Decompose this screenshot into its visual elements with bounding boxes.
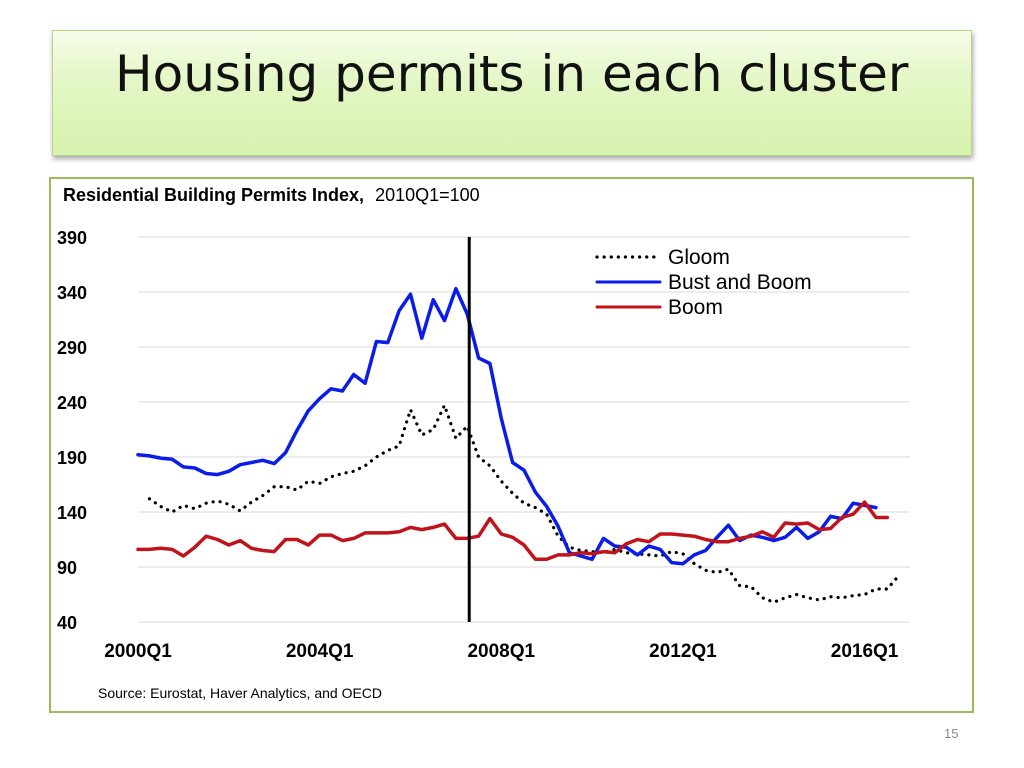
y-tick-label: 90 — [57, 558, 77, 578]
chart-frame — [49, 177, 974, 713]
y-tick-label: 290 — [57, 338, 87, 358]
y-axis-tick-labels: 390 340 290 240 190 140 90 40 — [57, 228, 87, 633]
slide-title-banner: Housing permits in each cluster — [52, 30, 972, 156]
y-tick-label: 240 — [57, 393, 87, 413]
x-axis-tick-labels: 2000Q1 2004Q1 2008Q1 2012Q1 2016Q1 — [104, 641, 899, 662]
slide-title: Housing permits in each cluster — [115, 45, 909, 103]
series-line-bust-and-boom — [136, 286, 878, 566]
source-note: Source: Eurostat, Haver Analytics, and O… — [98, 685, 382, 701]
x-tick-label: 2004Q1 — [286, 641, 354, 662]
y-tick-label: 140 — [57, 503, 87, 523]
page-number: 15 — [944, 726, 959, 741]
chart-title-rest: 2010Q1=100 — [375, 185, 480, 205]
x-tick-label: 2012Q1 — [649, 641, 717, 662]
x-tick-label: 2016Q1 — [831, 641, 899, 662]
legend-label: Gloom — [668, 246, 730, 269]
y-tick-label: 190 — [57, 448, 87, 468]
y-tick-label: 390 — [57, 228, 87, 248]
series-line-boom — [136, 500, 890, 562]
gridlines — [138, 236, 910, 623]
chart-title-bold: Residential Building Permits Index, — [63, 185, 364, 205]
x-tick-label: 2008Q1 — [467, 641, 535, 662]
legend-label: Boom — [668, 296, 723, 319]
legend-label: Bust and Boom — [668, 271, 812, 294]
series-lines — [136, 286, 901, 604]
x-tick-label: 2000Q1 — [104, 641, 172, 662]
y-tick-label: 340 — [57, 283, 87, 303]
y-tick-label: 40 — [57, 613, 77, 633]
series-line-gloom — [147, 403, 901, 604]
svg-text:Residential Building Permits I: Residential Building Permits Index, 2010… — [63, 185, 480, 205]
